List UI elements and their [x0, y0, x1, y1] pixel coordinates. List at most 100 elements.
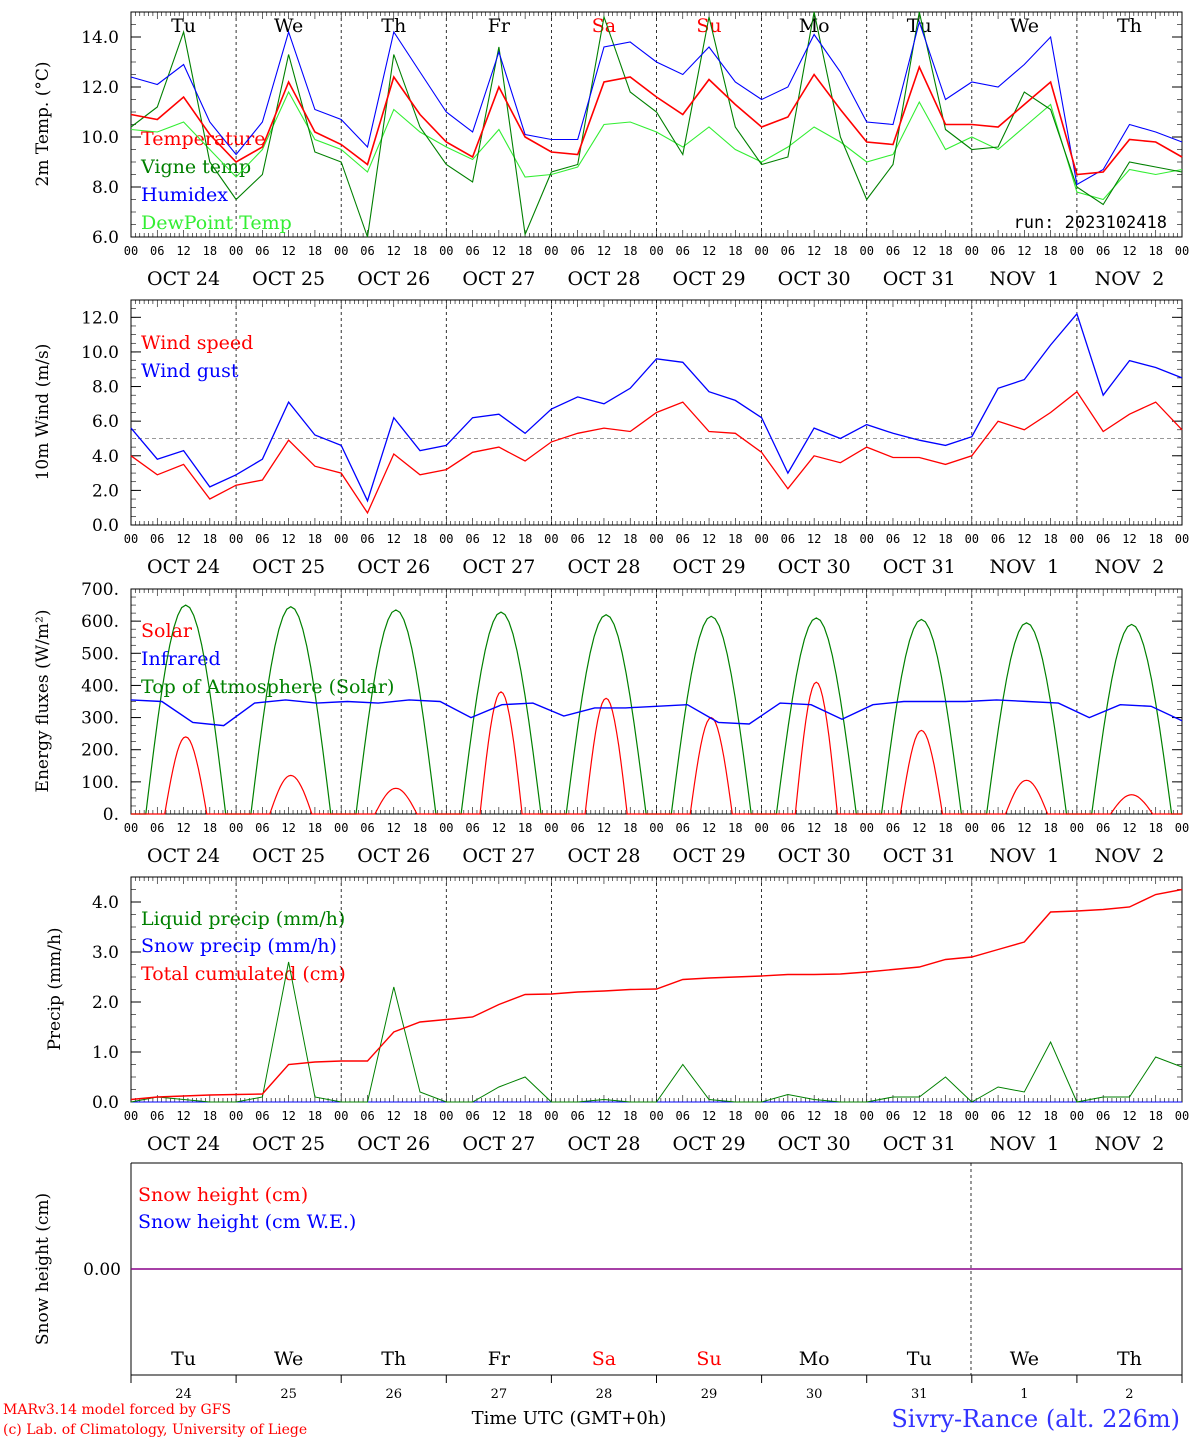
hour-label: 12	[1122, 532, 1136, 546]
run-label: run: 2023102418	[1013, 213, 1167, 233]
y-tick-label: 300.	[81, 709, 119, 729]
date-label: NOV 1	[989, 845, 1059, 867]
hour-label: 06	[886, 532, 900, 546]
hour-label: 12	[702, 821, 716, 835]
date-label: OCT 27	[462, 556, 535, 578]
date-label: NOV 2	[1095, 845, 1165, 867]
series-total-cumulated	[130, 888, 1183, 1101]
legend-snow-precip: Snow precip (mm/h)	[141, 935, 337, 957]
hour-label: 00	[124, 532, 138, 546]
weekday-label: Tu	[171, 15, 196, 37]
hour-label: 00	[439, 821, 453, 835]
hour-label: 00	[754, 821, 768, 835]
y-tick-label: 6.0	[92, 228, 119, 248]
hour-label: 12	[1122, 1109, 1136, 1123]
weekday-label: Mo	[799, 1348, 830, 1370]
weekday-label: We	[274, 15, 303, 37]
hour-label: 00	[1070, 532, 1084, 546]
hour-label: 06	[255, 1109, 269, 1123]
y-tick-label: 6.0	[92, 412, 119, 432]
hour-label: 18	[938, 821, 952, 835]
series-humidex	[130, 20, 1183, 186]
weekday-label: Tu	[907, 1348, 932, 1370]
hour-label: 00	[1070, 821, 1084, 835]
hour-label: 00	[544, 1109, 558, 1123]
series-temperature	[130, 64, 1183, 176]
hour-label: 12	[176, 1109, 190, 1123]
hour-label: 00	[649, 821, 663, 835]
hour-label: 18	[413, 821, 427, 835]
energy-ylabel: Energy fluxes (W/m²)	[33, 610, 53, 793]
hour-label: 12	[1017, 244, 1031, 258]
hour-label: 00	[649, 244, 663, 258]
snow-panel: Snow height (cm) Snow height (cm) Snow h…	[33, 1162, 1183, 1376]
y-tick-label: 10.0	[81, 343, 119, 363]
hour-label: 06	[150, 244, 164, 258]
date-label: NOV 1	[989, 1133, 1059, 1155]
y-tick-label: 1.0	[92, 1043, 119, 1063]
hour-label: 18	[308, 821, 322, 835]
day-number: 25	[280, 1387, 297, 1402]
hour-label: 00	[965, 244, 979, 258]
series-wind-speed	[130, 390, 1183, 515]
hour-label: 12	[597, 1109, 611, 1123]
y-tick-label: 14.0	[81, 28, 119, 48]
hour-label: 12	[912, 821, 926, 835]
hour-label: 18	[1043, 821, 1057, 835]
y-tick-label: 700.	[81, 580, 119, 600]
date-label: OCT 26	[357, 1133, 430, 1155]
precip-ylabel: Precip (mm/h)	[45, 927, 65, 1050]
hour-label: 12	[807, 821, 821, 835]
hour-label: 18	[833, 244, 847, 258]
hour-label: 18	[623, 1109, 637, 1123]
hour-label: 18	[833, 532, 847, 546]
date-label: OCT 30	[778, 268, 851, 290]
hour-label: 18	[518, 1109, 532, 1123]
legend-humidex: Humidex	[141, 184, 228, 206]
hour-label: 06	[360, 1109, 374, 1123]
hour-label: 06	[150, 1109, 164, 1123]
footer-copyright: (c) Lab. of Climatology, University of L…	[3, 1422, 307, 1438]
hour-label: 00	[754, 244, 768, 258]
hour-label: 12	[1122, 244, 1136, 258]
legend-temperature: Temperature	[141, 128, 265, 150]
date-label: OCT 25	[252, 268, 325, 290]
x-axis-title: Time UTC (GMT+0h)	[472, 1408, 667, 1429]
hour-label: 06	[991, 1109, 1005, 1123]
hour-label: 06	[1096, 1109, 1110, 1123]
hour-label: 06	[1096, 821, 1110, 835]
y-tick-label: 100.	[81, 773, 119, 793]
hour-label: 06	[781, 821, 795, 835]
date-label: OCT 26	[357, 845, 430, 867]
hour-label: 12	[597, 821, 611, 835]
y-tick-label: 400.	[81, 676, 119, 696]
hour-label: 12	[597, 244, 611, 258]
hour-label: 00	[124, 1109, 138, 1123]
hour-label: 18	[203, 532, 217, 546]
hour-label: 00	[439, 1109, 453, 1123]
date-label: NOV 2	[1095, 556, 1165, 578]
hour-label: 12	[912, 244, 926, 258]
date-label: OCT 28	[567, 268, 640, 290]
weekday-label: Mo	[799, 15, 830, 37]
hour-label: 00	[124, 244, 138, 258]
hour-label: 12	[492, 821, 506, 835]
hour-label: 18	[518, 821, 532, 835]
day-number: 28	[596, 1387, 613, 1402]
y-tick-label: 0.	[103, 805, 119, 825]
weekday-label: Th	[381, 15, 406, 37]
hour-label: 12	[387, 244, 401, 258]
hour-label: 00	[334, 532, 348, 546]
hour-label: 06	[255, 821, 269, 835]
hour-label: 00	[1175, 532, 1189, 546]
hour-label: 18	[1148, 244, 1162, 258]
day-number: 29	[701, 1387, 718, 1402]
hour-label: 00	[1175, 1109, 1189, 1123]
day-number: 27	[491, 1387, 508, 1402]
hour-label: 00	[1070, 244, 1084, 258]
date-label: OCT 27	[462, 1133, 535, 1155]
series-dewpoint-temp	[130, 90, 1183, 201]
legend-dewpoint: DewPoint Temp	[141, 212, 292, 234]
hour-label: 18	[1148, 1109, 1162, 1123]
date-label: OCT 29	[673, 1133, 746, 1155]
